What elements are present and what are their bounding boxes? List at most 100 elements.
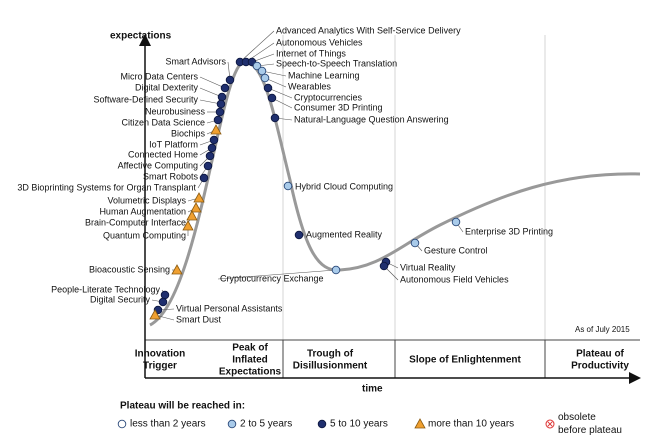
item-label: Enterprise 3D Printing <box>465 226 553 236</box>
item-label: IoT Platform <box>149 139 198 149</box>
marker-circle <box>209 135 219 145</box>
marker-triangle <box>186 210 198 221</box>
marker-circle <box>215 107 225 117</box>
item-label: Smart Advisors <box>165 56 226 66</box>
marker-circle <box>225 75 235 85</box>
marker-triangle <box>193 192 205 203</box>
phase-label: Peak of <box>232 343 268 354</box>
marker-triangle <box>171 264 183 275</box>
x-axis-label: time <box>362 384 383 395</box>
item-label: Natural-Language Question Answering <box>294 114 449 124</box>
phase-label: Plateau of <box>576 349 624 360</box>
item-label: Virtual Personal Assistants <box>176 303 283 313</box>
legend-label: less than 2 years <box>130 419 206 430</box>
item-label: Cryptocurrency Exchange <box>220 273 324 283</box>
legend-label: before plateau <box>558 425 622 436</box>
marker-circle <box>283 181 293 191</box>
item-label: Biochips <box>171 128 206 138</box>
item-label: Bioacoustic Sensing <box>89 264 170 274</box>
marker-circle <box>331 265 341 275</box>
phase-label: Trigger <box>143 361 177 372</box>
marker-circle <box>158 297 168 307</box>
phase-label: Expectations <box>219 367 282 378</box>
legend-label: 5 to 10 years <box>330 419 388 430</box>
item-label: Citizen Data Science <box>121 117 205 127</box>
leader-line <box>217 269 337 280</box>
marker-circle <box>217 92 227 102</box>
item-label: Speech-to-Speech Translation <box>276 58 397 68</box>
marker-circle <box>160 290 170 300</box>
legend-title: Plateau will be reached in: <box>120 401 245 412</box>
item-label: Smart Dust <box>176 314 222 324</box>
item-label: Machine Learning <box>288 70 360 80</box>
marker-circle <box>263 83 273 93</box>
item-label: Digital Dexterity <box>135 82 199 92</box>
y-axis-label: expectations <box>110 31 172 42</box>
marker-triangle <box>414 418 426 429</box>
marker-circle <box>267 93 277 103</box>
marker-circle <box>317 419 327 429</box>
item-label: 3D Bioprinting Systems for Organ Transpl… <box>17 182 196 192</box>
marker-circle <box>220 83 230 93</box>
item-label: Internet of Things <box>276 48 346 58</box>
item-label: Brain-Computer Interface <box>85 217 186 227</box>
marker-circle <box>379 261 389 271</box>
item-label: Affective Computing <box>118 160 198 170</box>
marker-circle <box>294 230 304 240</box>
legend-label: obsolete <box>558 412 596 423</box>
item-label: Autonomous Vehicles <box>276 37 363 47</box>
phase-label: Inflated <box>232 355 268 366</box>
marker-circle <box>252 61 262 71</box>
leader-line <box>199 76 226 89</box>
marker-circle <box>117 419 127 429</box>
legend-label: more than 10 years <box>428 419 514 430</box>
item-label: Virtual Reality <box>400 262 456 272</box>
frame <box>139 34 641 384</box>
marker-circle <box>199 173 209 183</box>
item-label: Volumetric Displays <box>107 195 186 205</box>
marker-circle <box>451 217 461 227</box>
legend-label: 2 to 5 years <box>240 419 292 430</box>
item-label: Micro Data Centers <box>120 71 198 81</box>
marker-circle <box>270 113 280 123</box>
item-label: Consumer 3D Printing <box>294 102 383 112</box>
hype-curve <box>149 60 641 327</box>
item-label: Autonomous Field Vehicles <box>400 274 509 284</box>
marker-circle <box>205 151 215 161</box>
item-label: Hybrid Cloud Computing <box>295 181 393 191</box>
note: As of July 2015 <box>575 325 630 334</box>
item-label: Software-Defined Security <box>93 94 198 104</box>
marker-circle <box>213 115 223 125</box>
item-label: Augmented Reality <box>306 229 383 239</box>
marker-circle <box>227 419 237 429</box>
leader-line <box>239 30 275 63</box>
marker-circle <box>260 73 270 83</box>
item-label: Smart Robots <box>143 171 199 181</box>
marker-triangle <box>190 202 202 213</box>
item-label: Neurobusiness <box>145 106 206 116</box>
marker-circle <box>410 238 420 248</box>
item-label: Connected Home <box>128 149 198 159</box>
item-label: Human Augmentation <box>99 206 186 216</box>
phase-label: Disillusionment <box>293 361 368 372</box>
marker-obsolete-x <box>547 421 553 427</box>
item-label: Wearables <box>288 81 331 91</box>
marker-triangle <box>182 220 194 231</box>
item-label: Quantum Computing <box>103 230 186 240</box>
marker-circle <box>257 66 267 76</box>
phase-label: Trough of <box>307 349 354 360</box>
phase-label: Slope of Enlightenment <box>409 355 521 366</box>
marker-triangle <box>149 309 161 320</box>
item-label: People-Literate Technology <box>51 284 160 294</box>
item-label: Gesture Control <box>424 245 488 255</box>
marker-circle <box>207 143 217 153</box>
marker-triangle <box>210 124 222 135</box>
phase-label: Innovation <box>135 349 186 360</box>
item-label: Cryptocurrencies <box>294 92 363 102</box>
item-label: Digital Security <box>90 294 151 304</box>
marker-circle <box>203 161 213 171</box>
marker-circle <box>216 99 226 109</box>
leader-line <box>267 87 293 99</box>
item-label: Advanced Analytics With Self-Service Del… <box>276 25 461 35</box>
